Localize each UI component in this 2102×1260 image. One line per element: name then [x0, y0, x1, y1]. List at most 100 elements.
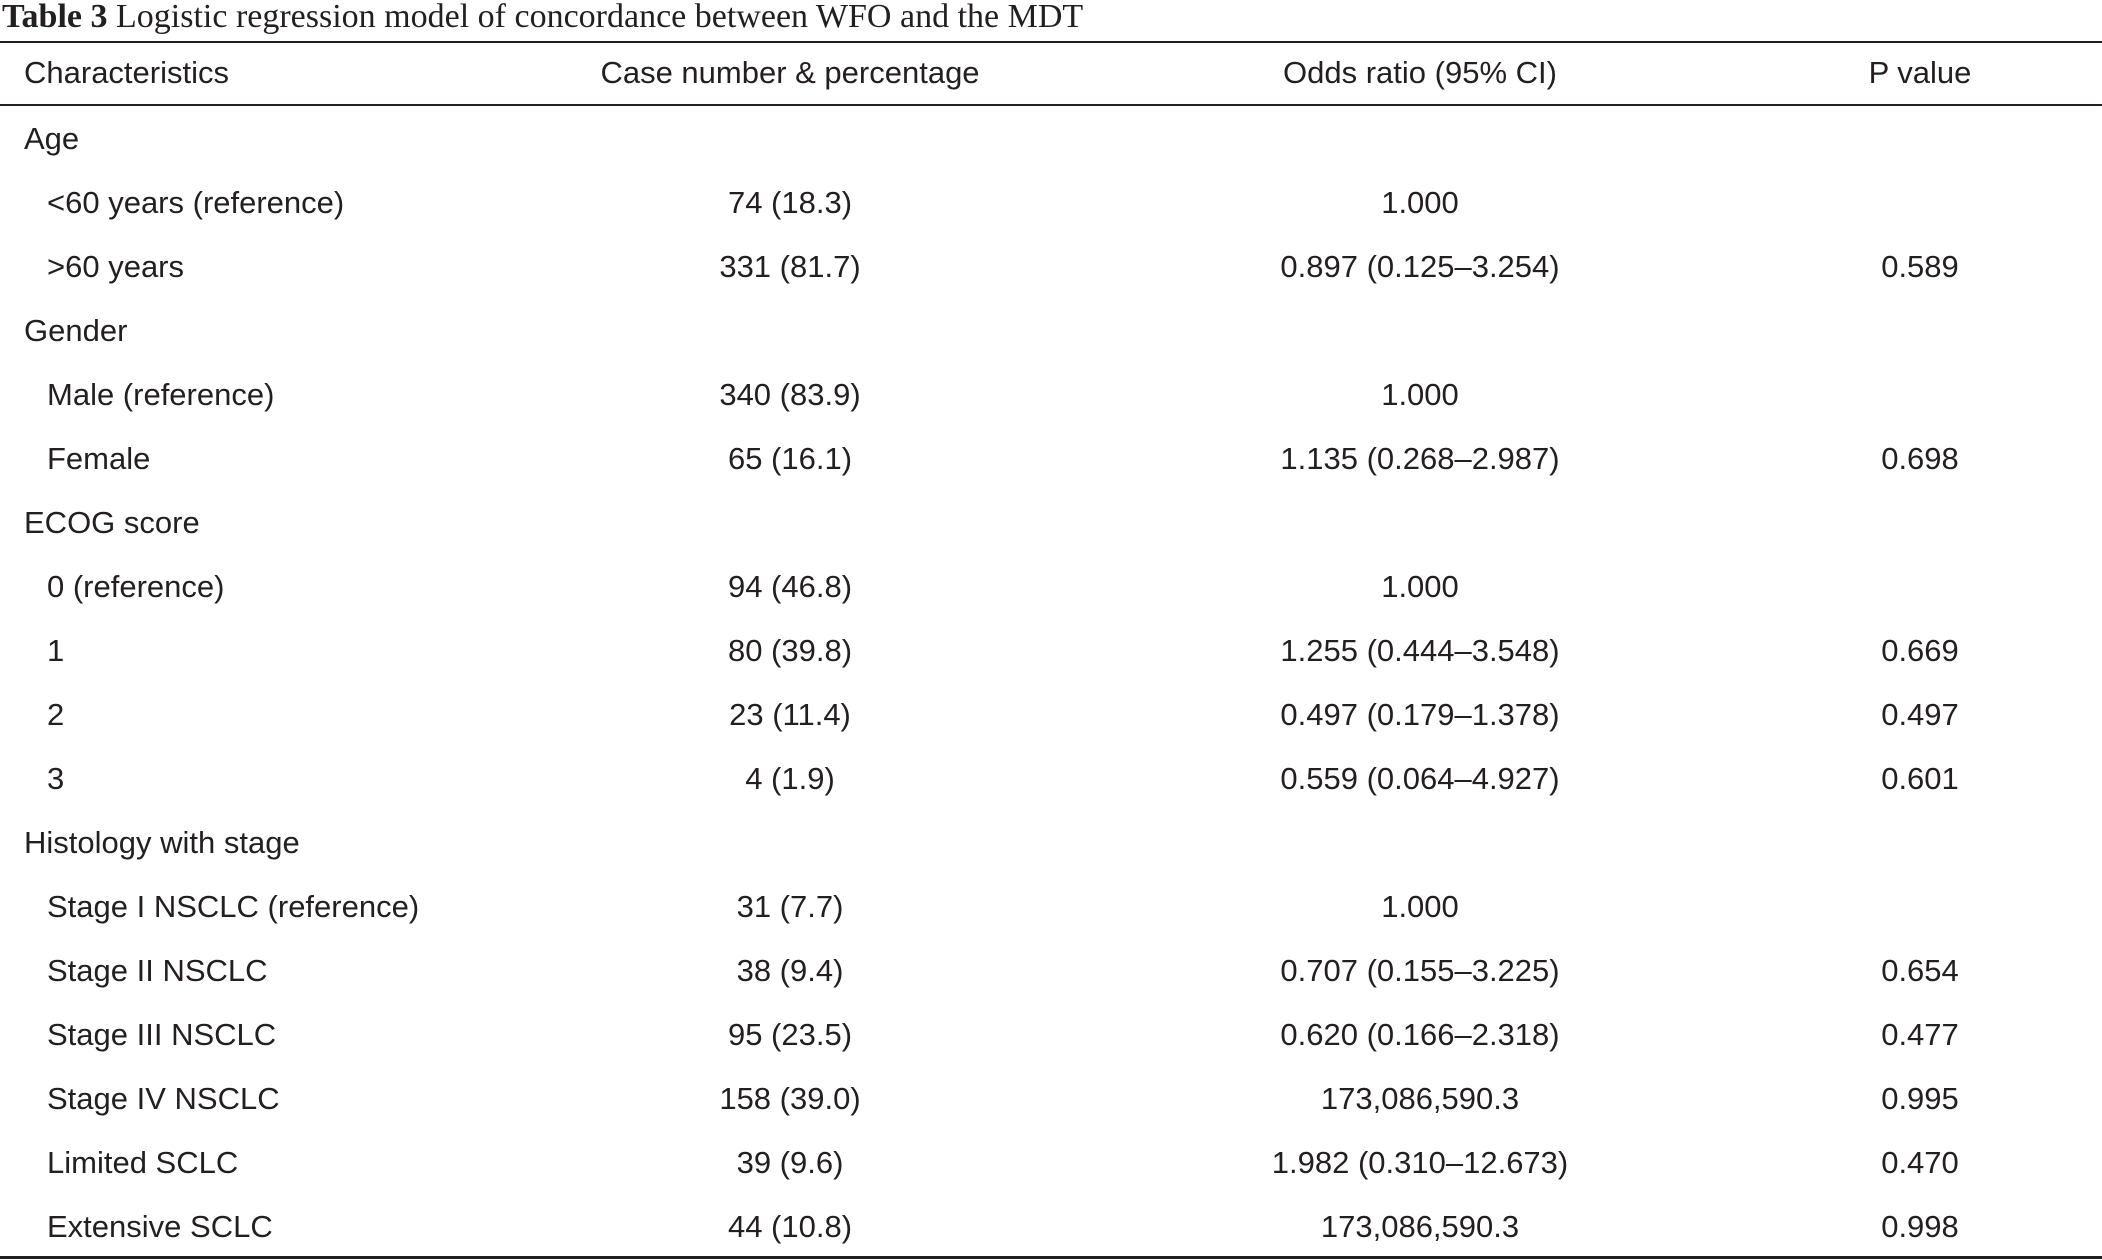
p-value-cell: 0.998 — [1881, 1209, 1959, 1244]
odds-ratio-cell: 1.000 — [1381, 185, 1459, 220]
table-row: Gender — [0, 299, 2102, 363]
p-value-cell — [1820, 363, 2020, 427]
row-label: <60 years (reference) — [47, 185, 345, 220]
table-top-rule — [0, 41, 2102, 43]
row-label: Stage I NSCLC (reference) — [47, 889, 420, 924]
case-number-cell: 331 (81.7) — [719, 249, 861, 284]
case-number-cell: 4 (1.9) — [745, 761, 835, 796]
table-row: Histology with stage — [0, 811, 2102, 875]
table-caption-label: Table 3 — [2, 0, 108, 35]
odds-ratio-cell: 0.559 (0.064–4.927) — [1280, 761, 1560, 796]
table-row: Extensive SCLC 44 (10.8) 173,086,590.3 0.99… — [0, 1195, 2102, 1259]
table-row: >60 years 331 (81.7) 0.897 (0.125–3.254) 0.… — [0, 235, 2102, 299]
case-number-cell: 65 (16.1) — [727, 441, 853, 476]
case-number-cell: 340 (83.9) — [719, 377, 861, 412]
case-number-cell: 158 (39.0) — [719, 1081, 861, 1116]
odds-ratio-cell: 1.982 (0.310–12.673) — [1271, 1145, 1569, 1180]
row-label: 1 — [47, 633, 65, 668]
case-number-cell — [640, 491, 940, 555]
p-value-cell — [1820, 107, 2020, 171]
odds-ratio-cell: 1.255 (0.444–3.548) — [1280, 633, 1560, 668]
case-number-cell: 31 (7.7) — [736, 889, 844, 924]
p-value-cell — [1820, 555, 2020, 619]
row-label: Stage II NSCLC — [47, 953, 268, 988]
group-label: Age — [24, 121, 80, 156]
row-label: >60 years — [47, 249, 185, 284]
case-number-cell: 74 (18.3) — [727, 185, 853, 220]
table-row: Female 65 (16.1) 1.135 (0.268–2.987) 0.698 — [0, 427, 2102, 491]
header-case-number: Case number & percentage — [600, 55, 980, 90]
case-number-cell — [640, 811, 940, 875]
table-row: 1 80 (39.8) 1.255 (0.444–3.548) 0.669 — [0, 619, 2102, 683]
p-value-cell: 0.995 — [1881, 1081, 1959, 1116]
header-p-value: P value — [1868, 55, 1972, 90]
p-value-cell — [1820, 811, 2020, 875]
table-row: ECOG score — [0, 491, 2102, 555]
p-value-cell: 0.470 — [1881, 1145, 1959, 1180]
table-row: Age — [0, 107, 2102, 171]
odds-ratio-cell: 1.000 — [1381, 377, 1459, 412]
p-value-cell — [1820, 875, 2020, 939]
row-label: Stage IV NSCLC — [47, 1081, 280, 1116]
group-label: Histology with stage — [24, 825, 300, 860]
odds-ratio-cell — [1240, 811, 1600, 875]
p-value-cell — [1820, 299, 2020, 363]
p-value-cell: 0.654 — [1881, 953, 1959, 988]
row-label: Limited SCLC — [47, 1145, 239, 1180]
table-header-row: Characteristics Case number & percentage… — [0, 41, 2102, 105]
odds-ratio-cell: 0.707 (0.155–3.225) — [1280, 953, 1560, 988]
table-row: 2 23 (11.4) 0.497 (0.179–1.378) 0.497 — [0, 683, 2102, 747]
p-value-cell: 0.669 — [1881, 633, 1959, 668]
case-number-cell — [640, 107, 940, 171]
table-row: Stage II NSCLC 38 (9.4) 0.707 (0.155–3.225… — [0, 939, 2102, 1003]
table-row: Male (reference) 340 (83.9) 1.000 — [0, 363, 2102, 427]
case-number-cell — [640, 299, 940, 363]
p-value-cell: 0.698 — [1881, 441, 1959, 476]
table-caption-text: Logistic regression model of concordance… — [116, 0, 1084, 35]
odds-ratio-cell — [1240, 107, 1600, 171]
p-value-cell: 0.601 — [1881, 761, 1959, 796]
group-label: ECOG score — [24, 505, 200, 540]
odds-ratio-cell — [1240, 299, 1600, 363]
row-label: Extensive SCLC — [47, 1209, 273, 1244]
case-number-cell: 94 (46.8) — [727, 569, 853, 604]
p-value-cell: 0.477 — [1881, 1017, 1959, 1052]
table-row: 3 4 (1.9) 0.559 (0.064–4.927) 0.601 — [0, 747, 2102, 811]
odds-ratio-cell: 1.000 — [1381, 569, 1459, 604]
odds-ratio-cell: 0.620 (0.166–2.318) — [1280, 1017, 1560, 1052]
table-row: Stage IV NSCLC 158 (39.0) 173,086,590.3 0.9… — [0, 1067, 2102, 1131]
header-odds-ratio: Odds ratio (95% CI) — [1283, 55, 1557, 90]
p-value-cell — [1820, 171, 2020, 235]
p-value-cell: 0.589 — [1881, 249, 1959, 284]
p-value-cell — [1820, 491, 2020, 555]
odds-ratio-cell: 0.897 (0.125–3.254) — [1280, 249, 1560, 284]
row-label: Female — [47, 441, 151, 476]
p-value-cell: 0.497 — [1881, 697, 1959, 732]
case-number-cell: 23 (11.4) — [729, 697, 851, 732]
case-number-cell: 44 (10.8) — [727, 1209, 853, 1244]
table-row: Limited SCLC 39 (9.6) 1.982 (0.310–12.673)… — [0, 1131, 2102, 1195]
table-row: <60 years (reference) 74 (18.3) 1.000 — [0, 171, 2102, 235]
table-bottom-rule — [0, 1256, 2102, 1259]
odds-ratio-cell — [1240, 491, 1600, 555]
table-row: 0 (reference) 94 (46.8) 1.000 — [0, 555, 2102, 619]
row-label: Stage III NSCLC — [47, 1017, 277, 1052]
odds-ratio-cell: 173,086,590.3 — [1320, 1209, 1520, 1244]
row-label: Male (reference) — [47, 377, 275, 412]
case-number-cell: 38 (9.4) — [736, 953, 844, 988]
row-label: 0 (reference) — [47, 569, 225, 604]
row-label: 2 — [47, 697, 65, 732]
case-number-cell: 80 (39.8) — [727, 633, 853, 668]
odds-ratio-cell: 1.135 (0.268–2.987) — [1280, 441, 1560, 476]
table-header-rule — [0, 104, 2102, 106]
group-label: Gender — [24, 313, 128, 348]
case-number-cell: 39 (9.6) — [736, 1145, 844, 1180]
odds-ratio-cell: 0.497 (0.179–1.378) — [1280, 697, 1560, 732]
odds-ratio-cell: 1.000 — [1381, 889, 1459, 924]
table-row: Stage III NSCLC 95 (23.5) 0.620 (0.166–2.3… — [0, 1003, 2102, 1067]
table-row: Stage I NSCLC (reference) 31 (7.7) 1.000 — [0, 875, 2102, 939]
case-number-cell: 95 (23.5) — [727, 1017, 853, 1052]
row-label: 3 — [47, 761, 65, 796]
table-caption: Table 3 Logistic regression model of con… — [2, 0, 1083, 38]
odds-ratio-cell: 173,086,590.3 — [1320, 1081, 1520, 1116]
